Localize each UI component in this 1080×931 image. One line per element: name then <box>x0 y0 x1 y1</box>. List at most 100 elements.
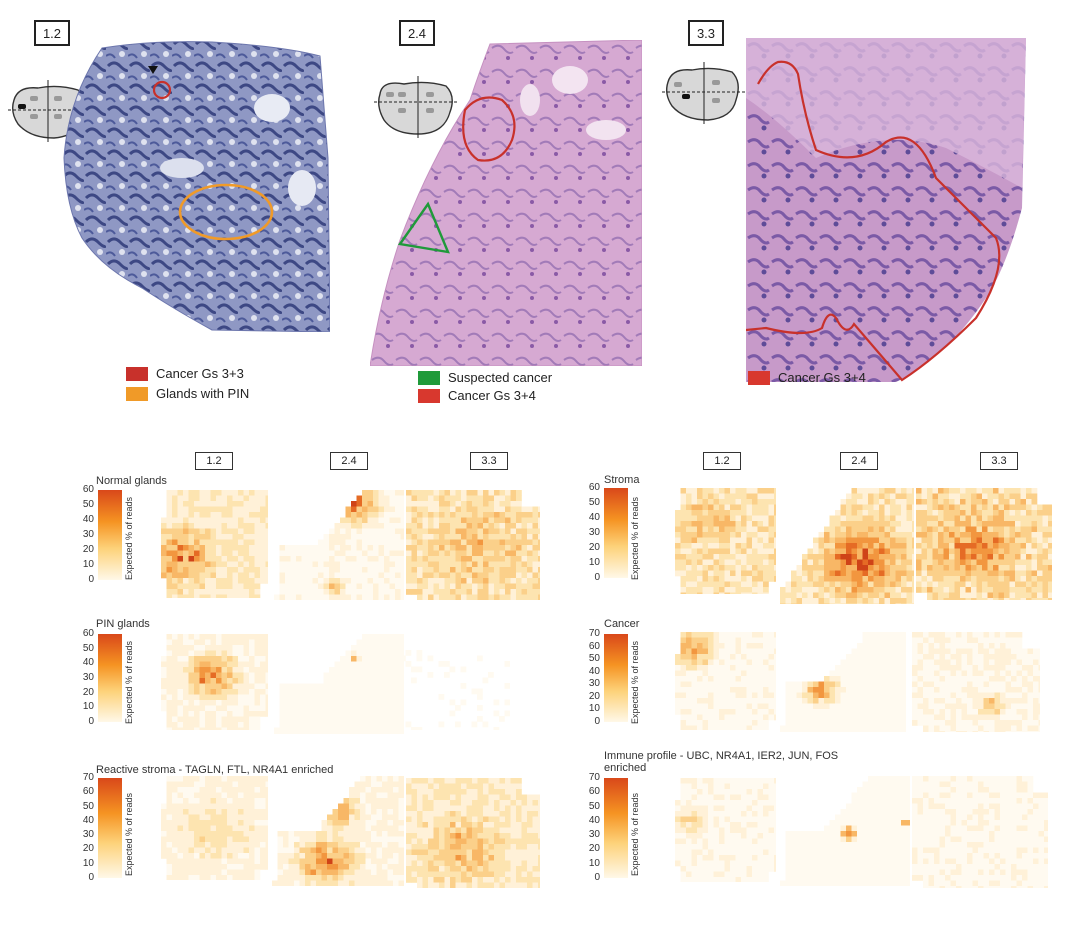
heatmap-cell <box>774 687 776 693</box>
heatmap-cell <box>494 827 500 834</box>
heatmap-cell <box>444 849 451 856</box>
heatmap-cell <box>873 598 880 604</box>
heatmap-cell <box>1004 526 1010 533</box>
heatmap-cell <box>774 665 776 671</box>
heatmap-cell <box>846 598 852 604</box>
heatmap-cell <box>824 570 830 577</box>
heatmap-cell <box>199 578 206 584</box>
heatmap-cell <box>835 559 841 566</box>
heatmap-cell <box>532 556 539 562</box>
heatmap-cell <box>813 598 819 604</box>
heatmap-row-label: Stroma <box>604 474 640 486</box>
colorbar-ticks: 70 60 50 40 30 20 10 0 <box>580 628 600 727</box>
heatmap-cell <box>862 587 869 593</box>
heatmap-cell <box>172 716 178 723</box>
heatmap-cell <box>730 515 736 522</box>
heatmap-cell <box>367 567 374 573</box>
heatmap-cell <box>965 576 972 582</box>
heatmap-cell <box>433 816 440 823</box>
heatmap-cell <box>216 781 222 788</box>
heatmap-cell <box>400 589 404 595</box>
heatmap-cell <box>455 501 462 507</box>
heatmap-cell <box>260 798 266 804</box>
heatmap-cell <box>960 570 966 577</box>
heatmap-cell <box>675 537 681 544</box>
heatmap-cell <box>161 847 167 854</box>
heatmap-cell <box>199 825 206 832</box>
heatmap-cell <box>296 727 302 734</box>
heatmap-cell <box>277 869 284 876</box>
heatmap-cell <box>428 495 434 502</box>
heatmap-cell <box>488 583 495 590</box>
heatmap-cell <box>494 523 500 529</box>
heatmap-cell <box>384 501 390 507</box>
heatmap-cell <box>389 517 396 524</box>
heatmap-cell <box>954 526 961 533</box>
heatmap-cell <box>290 733 297 734</box>
heatmap-cell <box>461 833 467 839</box>
heatmap-cell <box>835 510 841 516</box>
heatmap-cell <box>265 781 268 788</box>
heatmap-cell <box>318 722 324 728</box>
heatmap-cell <box>232 864 239 870</box>
heatmap-cell <box>1048 581 1052 588</box>
heatmap-cell <box>719 565 725 571</box>
heatmap-cell <box>527 561 533 568</box>
heatmap-cell <box>172 803 178 810</box>
heatmap-cell <box>477 716 483 722</box>
heatmap-cell <box>199 853 206 859</box>
heatmap-cell <box>351 583 357 590</box>
heatmap-cell <box>243 512 250 518</box>
heatmap-cell <box>538 860 540 867</box>
heatmap-cell <box>532 800 539 806</box>
heatmap-cell <box>916 504 922 511</box>
heatmap-cell <box>356 678 363 684</box>
heatmap-cell <box>254 490 261 496</box>
heatmap-cell <box>960 543 966 549</box>
heatmap-cell <box>516 501 522 507</box>
heatmap-cell <box>210 792 217 799</box>
heatmap-cell <box>527 556 533 562</box>
heatmap-cell <box>216 506 222 513</box>
heatmap-cell <box>510 539 517 546</box>
heatmap-cell <box>205 561 211 568</box>
heatmap-cell <box>376 820 383 826</box>
heatmap-cell <box>483 517 489 524</box>
heatmap-cell <box>1015 592 1021 599</box>
heatmap-cell <box>301 589 308 595</box>
heatmap-cell <box>697 714 703 721</box>
heatmap-cell <box>411 844 418 850</box>
heatmap-cell <box>455 490 462 496</box>
heatmap-cell <box>483 594 489 600</box>
heatmap-cell <box>516 556 522 562</box>
heatmap-cell <box>210 803 217 810</box>
heatmap-cell <box>166 534 173 540</box>
heatmap-cell <box>943 526 950 533</box>
colorbar-tick-label: 0 <box>594 572 600 583</box>
heatmap-cell <box>691 543 698 549</box>
heatmap-cell <box>411 578 418 584</box>
heatmap-cell <box>238 825 244 832</box>
heatmap-cell <box>998 493 1005 500</box>
heatmap-cell <box>354 798 361 804</box>
heatmap-cell <box>232 711 239 717</box>
heatmap-cell <box>494 860 500 867</box>
heatmap-cell <box>439 805 445 812</box>
heatmap-cell <box>954 554 961 560</box>
heatmap-cell <box>378 716 385 723</box>
heatmap-cell <box>483 534 489 540</box>
heatmap-cell <box>713 681 720 688</box>
heatmap-cell <box>466 844 473 850</box>
heatmap-cell <box>686 554 692 560</box>
heatmap-cell <box>807 554 814 560</box>
heatmap-cell <box>927 592 933 599</box>
colorbar-ticks: 60 50 40 30 20 10 0 <box>580 482 600 583</box>
heatmap-cell <box>455 495 462 502</box>
heatmap-cell <box>210 572 217 579</box>
heatmap-cell <box>998 532 1005 538</box>
heatmap-cell <box>444 501 451 507</box>
heatmap-cell <box>702 554 709 560</box>
heatmap-cell <box>221 583 228 590</box>
heatmap-cell <box>916 581 922 588</box>
heatmap-cell <box>884 493 891 500</box>
